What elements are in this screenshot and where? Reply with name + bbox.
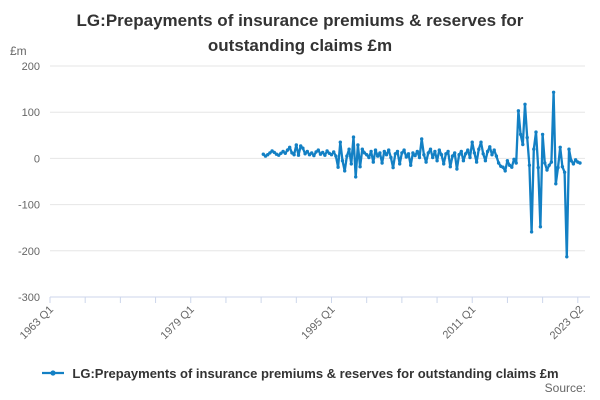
svg-text:1995 Q1: 1995 Q1 — [299, 304, 337, 342]
svg-text:1979 Q1: 1979 Q1 — [159, 304, 197, 342]
svg-text:100: 100 — [22, 107, 40, 119]
svg-text:2023 Q2: 2023 Q2 — [548, 304, 586, 342]
y-axis-labels: 200 100 0 -100 -200 -300 — [18, 61, 40, 304]
x-axis-ticks — [49, 297, 579, 303]
source-label: Source: — [544, 381, 586, 395]
x-axis-labels: 1963 Q1 1979 Q1 1995 Q1 2011 Q1 2023 Q2 — [18, 304, 586, 342]
chart-title: LG:Prepayments of insurance premiums & r… — [76, 11, 524, 55]
legend-line-marker-icon — [42, 370, 65, 376]
svg-text:-100: -100 — [18, 200, 40, 212]
gridlines — [50, 65, 585, 298]
legend-label: LG:Prepayments of insurance premiums & r… — [72, 365, 559, 381]
series-markers — [261, 90, 582, 259]
svg-text:0: 0 — [34, 153, 40, 165]
y-axis-unit-label: £m — [10, 44, 27, 58]
legend[interactable]: LG:Prepayments of insurance premiums & r… — [0, 363, 600, 383]
svg-text:200: 200 — [22, 61, 40, 73]
svg-text:2011 Q1: 2011 Q1 — [441, 304, 479, 342]
svg-text:1963 Q1: 1963 Q1 — [18, 304, 56, 342]
svg-text:-200: -200 — [18, 246, 40, 258]
svg-text:-300: -300 — [18, 292, 40, 304]
